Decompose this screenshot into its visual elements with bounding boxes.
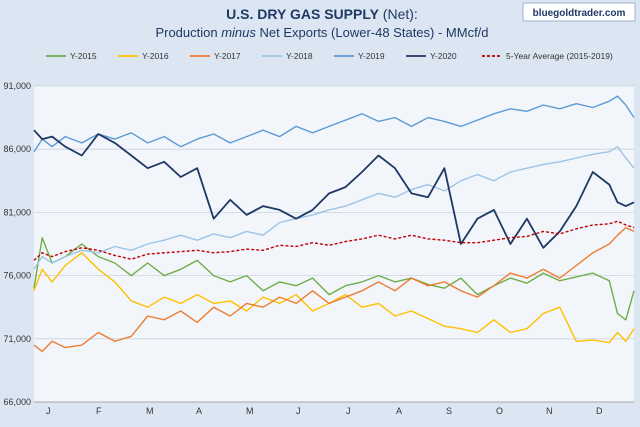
series-line bbox=[33, 145, 635, 270]
series-line bbox=[33, 226, 635, 353]
legend-label: Y-2020 bbox=[430, 51, 457, 61]
x-tick-label: J bbox=[296, 406, 301, 416]
x-tick-label: J bbox=[346, 406, 351, 416]
series-line bbox=[33, 129, 635, 249]
legend-label: Y-2018 bbox=[286, 51, 313, 61]
x-tick-label: M bbox=[246, 406, 254, 416]
legend: Y-2015 Y-2016 Y-2017 Y-2018 Y-2019 Y-2020 5-Ye… bbox=[46, 51, 613, 61]
brand-label: bluegoldtrader.com bbox=[533, 8, 626, 19]
x-tick-label: S bbox=[446, 406, 452, 416]
y-tick-label: 66,000 bbox=[3, 397, 31, 407]
chart-subtitle: Production minus Net Exports (Lower-48 S… bbox=[155, 25, 488, 40]
x-tick-label: A bbox=[396, 406, 402, 416]
legend-label: 5-Year Average (2015-2019) bbox=[506, 51, 613, 61]
y-tick-label: 91,000 bbox=[3, 81, 31, 91]
x-tick-label: N bbox=[546, 406, 553, 416]
chart-title: U.S. DRY GAS SUPPLY (Net): bbox=[226, 6, 418, 22]
legend-label: Y-2019 bbox=[358, 51, 385, 61]
series-line bbox=[33, 220, 635, 261]
y-axis: 66,000 71,000 76,000 81,000 86,000 91,000 bbox=[3, 81, 634, 407]
x-tick-label: A bbox=[196, 406, 202, 416]
legend-label: Y-2015 bbox=[70, 51, 97, 61]
legend-label: Y-2017 bbox=[214, 51, 241, 61]
y-tick-label: 76,000 bbox=[3, 271, 31, 281]
x-tick-label: O bbox=[496, 406, 503, 416]
x-tick-label: M bbox=[146, 406, 154, 416]
plot-area bbox=[34, 86, 634, 402]
series-line bbox=[33, 95, 635, 153]
legend-label: Y-2016 bbox=[142, 51, 169, 61]
y-tick-label: 81,000 bbox=[3, 207, 31, 217]
x-tick-label: D bbox=[596, 406, 603, 416]
brand-box bbox=[522, 2, 636, 22]
y-tick-label: 71,000 bbox=[3, 334, 31, 344]
x-tick-label: F bbox=[96, 406, 102, 416]
y-tick-label: 86,000 bbox=[3, 144, 31, 154]
series-line bbox=[33, 252, 635, 344]
x-tick-label: J bbox=[46, 406, 51, 416]
series-lines bbox=[33, 95, 635, 353]
series-line bbox=[33, 236, 635, 321]
